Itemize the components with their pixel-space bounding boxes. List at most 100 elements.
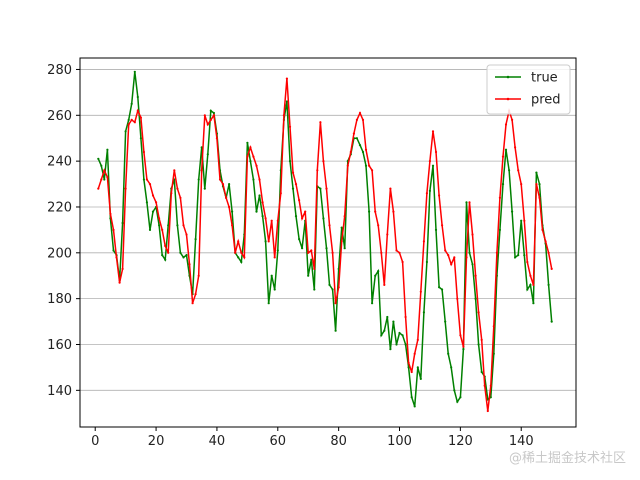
data-point-true xyxy=(176,224,179,227)
data-point-pred xyxy=(288,125,292,128)
y-tick-label: 160 xyxy=(47,338,72,353)
series-line-pred xyxy=(97,78,553,412)
data-point-true xyxy=(386,315,389,319)
data-point-pred xyxy=(206,123,209,126)
data-point-true xyxy=(523,254,526,257)
data-point-true xyxy=(164,258,167,261)
data-point-pred xyxy=(352,132,355,135)
data-point-pred xyxy=(225,196,228,199)
data-point-pred xyxy=(371,169,374,172)
data-point-true xyxy=(270,274,273,277)
legend-marker-true xyxy=(506,75,510,79)
y-tick-label: 240 xyxy=(47,155,72,170)
data-point-true xyxy=(112,249,115,252)
data-point-true xyxy=(358,144,362,147)
data-point-true xyxy=(285,100,288,103)
data-point-pred xyxy=(319,121,322,124)
data-point-pred xyxy=(170,192,173,195)
data-point-true xyxy=(100,164,103,167)
data-point-pred xyxy=(462,345,465,348)
data-point-pred xyxy=(343,215,346,218)
data-point-pred xyxy=(307,251,310,254)
data-point-true xyxy=(361,150,365,154)
data-point-true xyxy=(301,247,304,250)
data-point-pred xyxy=(148,183,152,186)
data-point-true xyxy=(133,70,136,73)
data-point-pred xyxy=(276,219,279,222)
data-point-pred xyxy=(374,210,377,213)
data-point-true xyxy=(480,370,483,374)
legend: true pred xyxy=(486,64,571,115)
data-point-pred xyxy=(179,196,182,199)
data-point-pred xyxy=(495,251,498,254)
data-point-true xyxy=(520,219,523,222)
data-point-pred xyxy=(489,384,492,387)
data-point-pred xyxy=(279,192,282,195)
data-point-true xyxy=(343,247,346,250)
data-point-pred xyxy=(377,224,380,227)
data-point-pred xyxy=(310,249,313,252)
data-point-true xyxy=(514,256,517,259)
data-point-pred xyxy=(328,224,331,227)
data-point-pred xyxy=(115,256,118,259)
data-point-pred xyxy=(477,311,480,314)
data-point-pred xyxy=(136,109,139,112)
data-point-pred xyxy=(383,283,386,286)
data-point-true xyxy=(212,111,215,115)
data-point-pred xyxy=(282,114,285,117)
data-point-true xyxy=(377,270,380,273)
data-point-pred xyxy=(142,150,145,154)
data-point-true xyxy=(246,141,249,144)
data-point-true xyxy=(453,389,456,392)
data-point-pred xyxy=(267,240,270,243)
data-point-pred xyxy=(316,169,319,172)
data-point-pred xyxy=(127,123,130,126)
data-point-true xyxy=(340,226,343,229)
data-point-true xyxy=(197,178,200,181)
data-point-true xyxy=(410,396,413,399)
data-point-pred xyxy=(450,263,453,266)
data-point-pred xyxy=(428,160,431,163)
data-point-true xyxy=(468,251,471,254)
data-point-true xyxy=(151,210,155,213)
data-point-true xyxy=(510,210,514,213)
data-point-pred xyxy=(404,315,407,319)
data-point-pred xyxy=(234,251,237,254)
data-point-pred xyxy=(541,228,544,231)
data-point-true xyxy=(255,210,258,213)
data-point-pred xyxy=(483,384,486,387)
data-point-pred xyxy=(121,267,124,270)
data-point-pred xyxy=(209,118,212,121)
data-point-true xyxy=(428,189,431,192)
legend-marker-pred xyxy=(506,97,510,101)
data-point-pred xyxy=(285,77,288,80)
data-point-true xyxy=(103,178,106,181)
data-point-pred xyxy=(228,205,231,209)
data-point-true xyxy=(240,260,243,264)
data-point-true xyxy=(380,334,383,337)
data-point-true xyxy=(231,210,234,213)
data-point-true xyxy=(450,366,453,369)
data-point-true xyxy=(294,215,298,218)
data-point-true xyxy=(252,178,255,181)
data-point-true xyxy=(206,153,209,156)
data-point-true xyxy=(106,148,109,151)
data-point-pred xyxy=(246,155,249,158)
x-tick-label: 80 xyxy=(330,434,347,449)
series-line-true xyxy=(97,71,553,407)
data-point-true xyxy=(334,329,337,332)
data-point-true xyxy=(471,263,474,266)
data-point-pred xyxy=(465,256,468,259)
x-tick-label: 0 xyxy=(91,434,99,449)
data-point-true xyxy=(322,217,325,220)
watermark-text: @稀土掘金技术社区 xyxy=(508,451,626,466)
data-point-pred xyxy=(185,233,188,236)
data-point-true xyxy=(319,187,322,190)
data-point-pred xyxy=(401,260,404,264)
data-point-true xyxy=(167,224,170,227)
data-point-true xyxy=(182,256,185,259)
x-tick-label: 60 xyxy=(270,434,287,449)
data-point-pred xyxy=(212,114,215,117)
y-tick-label: 280 xyxy=(47,63,72,78)
